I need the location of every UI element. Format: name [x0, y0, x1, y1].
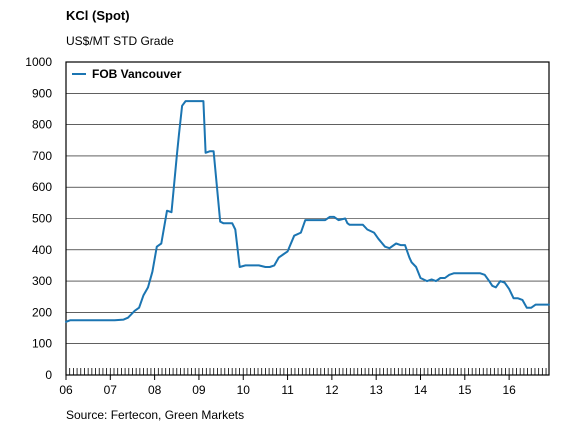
x-tick-label: 12: [325, 383, 339, 397]
y-tick-label: 500: [32, 212, 52, 226]
y-tick-label: 200: [32, 305, 52, 319]
x-tick-label: 08: [148, 383, 162, 397]
y-tick-label: 700: [32, 149, 52, 163]
chart-title: KCl (Spot): [66, 8, 130, 23]
x-tick-label: 16: [502, 383, 516, 397]
legend: FOB Vancouver: [72, 67, 182, 81]
x-tick-label: 15: [458, 383, 472, 397]
y-tick-label: 300: [32, 274, 52, 288]
x-tick-label: 11: [281, 383, 294, 397]
series-line: [65, 100, 550, 323]
x-axis: 06 07 08 09 10 11 12 13 14 15 16: [59, 368, 547, 397]
chart-units: US$/MT STD Grade: [66, 34, 174, 48]
y-tick-label: 800: [32, 118, 52, 132]
legend-label: FOB Vancouver: [92, 67, 182, 81]
gridlines: [66, 93, 549, 345]
y-tick-label: 400: [32, 243, 52, 257]
source-note: Source: Fertecon, Green Markets: [66, 408, 245, 422]
x-tick-label: 10: [237, 383, 251, 397]
y-tick-label: 600: [32, 180, 52, 194]
x-tick-label: 07: [104, 383, 118, 397]
x-tick-label: 09: [192, 383, 206, 397]
x-tick-label: 13: [370, 383, 384, 397]
y-tick-label: 1000: [25, 55, 52, 69]
y-tick-label: 0: [45, 368, 52, 382]
y-tick-label: 100: [32, 337, 52, 351]
y-axis: 0 100 200 300 400 500 600 700 800 900 1000: [25, 55, 52, 382]
series-group: [65, 100, 550, 323]
x-tick-label: 14: [414, 383, 428, 397]
y-tick-label: 900: [32, 86, 52, 100]
x-tick-label: 06: [59, 383, 73, 397]
